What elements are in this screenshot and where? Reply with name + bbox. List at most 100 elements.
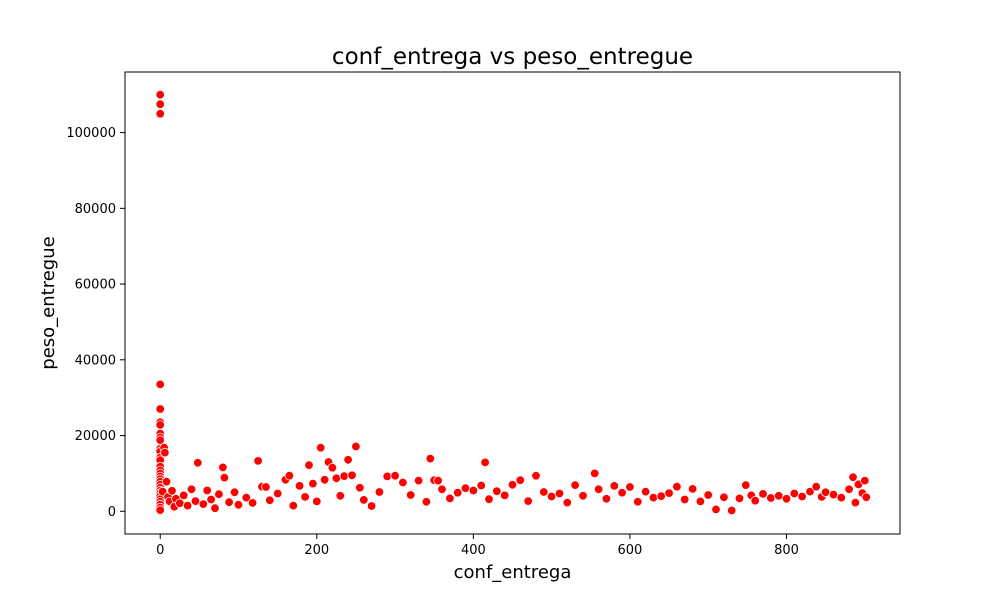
data-point	[774, 491, 784, 501]
data-point	[741, 480, 751, 490]
data-point	[711, 504, 721, 515]
data-point	[186, 484, 197, 495]
data-point	[241, 492, 252, 503]
data-point	[453, 488, 463, 498]
y-axis-label: peso_entregue	[38, 236, 59, 369]
x-tick-label: 200	[304, 543, 329, 558]
data-point	[437, 484, 447, 495]
data-point	[445, 493, 455, 504]
data-point	[202, 485, 212, 496]
data-point	[766, 493, 776, 503]
data-point	[861, 492, 872, 503]
x-tick-label: 400	[461, 543, 486, 558]
data-point	[719, 492, 729, 503]
data-point	[265, 495, 275, 506]
data-point	[750, 496, 760, 506]
data-point	[562, 497, 573, 508]
x-axis-label: conf_entrega	[454, 562, 572, 583]
data-point	[848, 472, 858, 482]
data-point	[672, 482, 682, 492]
y-tick-label: 100000	[66, 126, 116, 141]
points-layer	[155, 89, 872, 516]
data-point	[382, 471, 392, 482]
data-point	[300, 492, 310, 502]
data-point	[219, 472, 230, 483]
data-point	[155, 505, 165, 515]
data-point	[484, 494, 494, 504]
data-point	[811, 482, 821, 492]
data-point	[335, 491, 346, 501]
plot-frame	[124, 71, 901, 535]
data-point	[218, 462, 228, 473]
data-point	[570, 480, 580, 490]
data-point	[734, 493, 745, 504]
data-point	[531, 471, 541, 481]
data-point	[406, 490, 416, 500]
data-point	[554, 488, 565, 499]
data-point	[193, 458, 203, 468]
y-tick-label: 40000	[75, 353, 116, 368]
data-point	[229, 487, 240, 498]
data-point	[539, 487, 549, 497]
data-point	[247, 498, 258, 508]
data-point	[640, 486, 651, 497]
data-point	[789, 488, 800, 499]
data-point	[155, 404, 165, 414]
data-point	[433, 475, 443, 486]
data-point	[695, 496, 706, 507]
data-point	[480, 457, 490, 468]
data-point	[327, 463, 338, 473]
data-point	[617, 488, 627, 498]
data-point	[850, 497, 861, 508]
data-point	[198, 499, 209, 509]
data-point	[425, 453, 436, 464]
data-point	[590, 468, 600, 479]
data-point	[687, 484, 698, 494]
data-point	[633, 497, 643, 507]
data-point	[727, 505, 737, 516]
data-point	[820, 487, 831, 498]
data-point	[601, 494, 612, 504]
data-point	[233, 500, 244, 510]
data-point	[355, 483, 365, 493]
data-point	[758, 489, 768, 499]
data-point	[609, 481, 620, 491]
data-point	[210, 503, 220, 513]
data-point	[468, 485, 479, 496]
data-point	[515, 475, 526, 485]
data-point	[828, 489, 839, 500]
data-point	[214, 489, 224, 499]
x-tick-label: 800	[774, 543, 799, 558]
data-point	[507, 480, 518, 490]
x-tick-label: 600	[618, 543, 643, 558]
y-tick-label: 20000	[75, 429, 116, 444]
data-point	[836, 492, 847, 503]
data-point	[161, 477, 172, 487]
data-point	[421, 497, 432, 507]
data-point	[312, 496, 322, 507]
chart-title: conf_entrega vs peso_entregue	[332, 44, 693, 70]
data-point	[284, 471, 295, 481]
data-point	[331, 473, 342, 484]
data-point	[261, 482, 271, 492]
data-point	[413, 475, 424, 486]
data-point	[366, 501, 377, 511]
data-point	[500, 490, 510, 501]
data-point	[593, 484, 604, 495]
data-point	[347, 470, 357, 481]
data-point	[273, 488, 283, 499]
data-point	[155, 108, 165, 119]
data-point	[308, 478, 318, 489]
data-point	[664, 488, 674, 498]
data-point	[390, 471, 400, 481]
data-point	[703, 490, 713, 500]
data-point	[523, 496, 533, 506]
data-point	[253, 456, 263, 466]
data-point	[797, 491, 807, 502]
data-point	[155, 379, 165, 390]
data-point	[304, 460, 314, 470]
data-point	[359, 495, 369, 505]
data-point	[844, 484, 854, 495]
